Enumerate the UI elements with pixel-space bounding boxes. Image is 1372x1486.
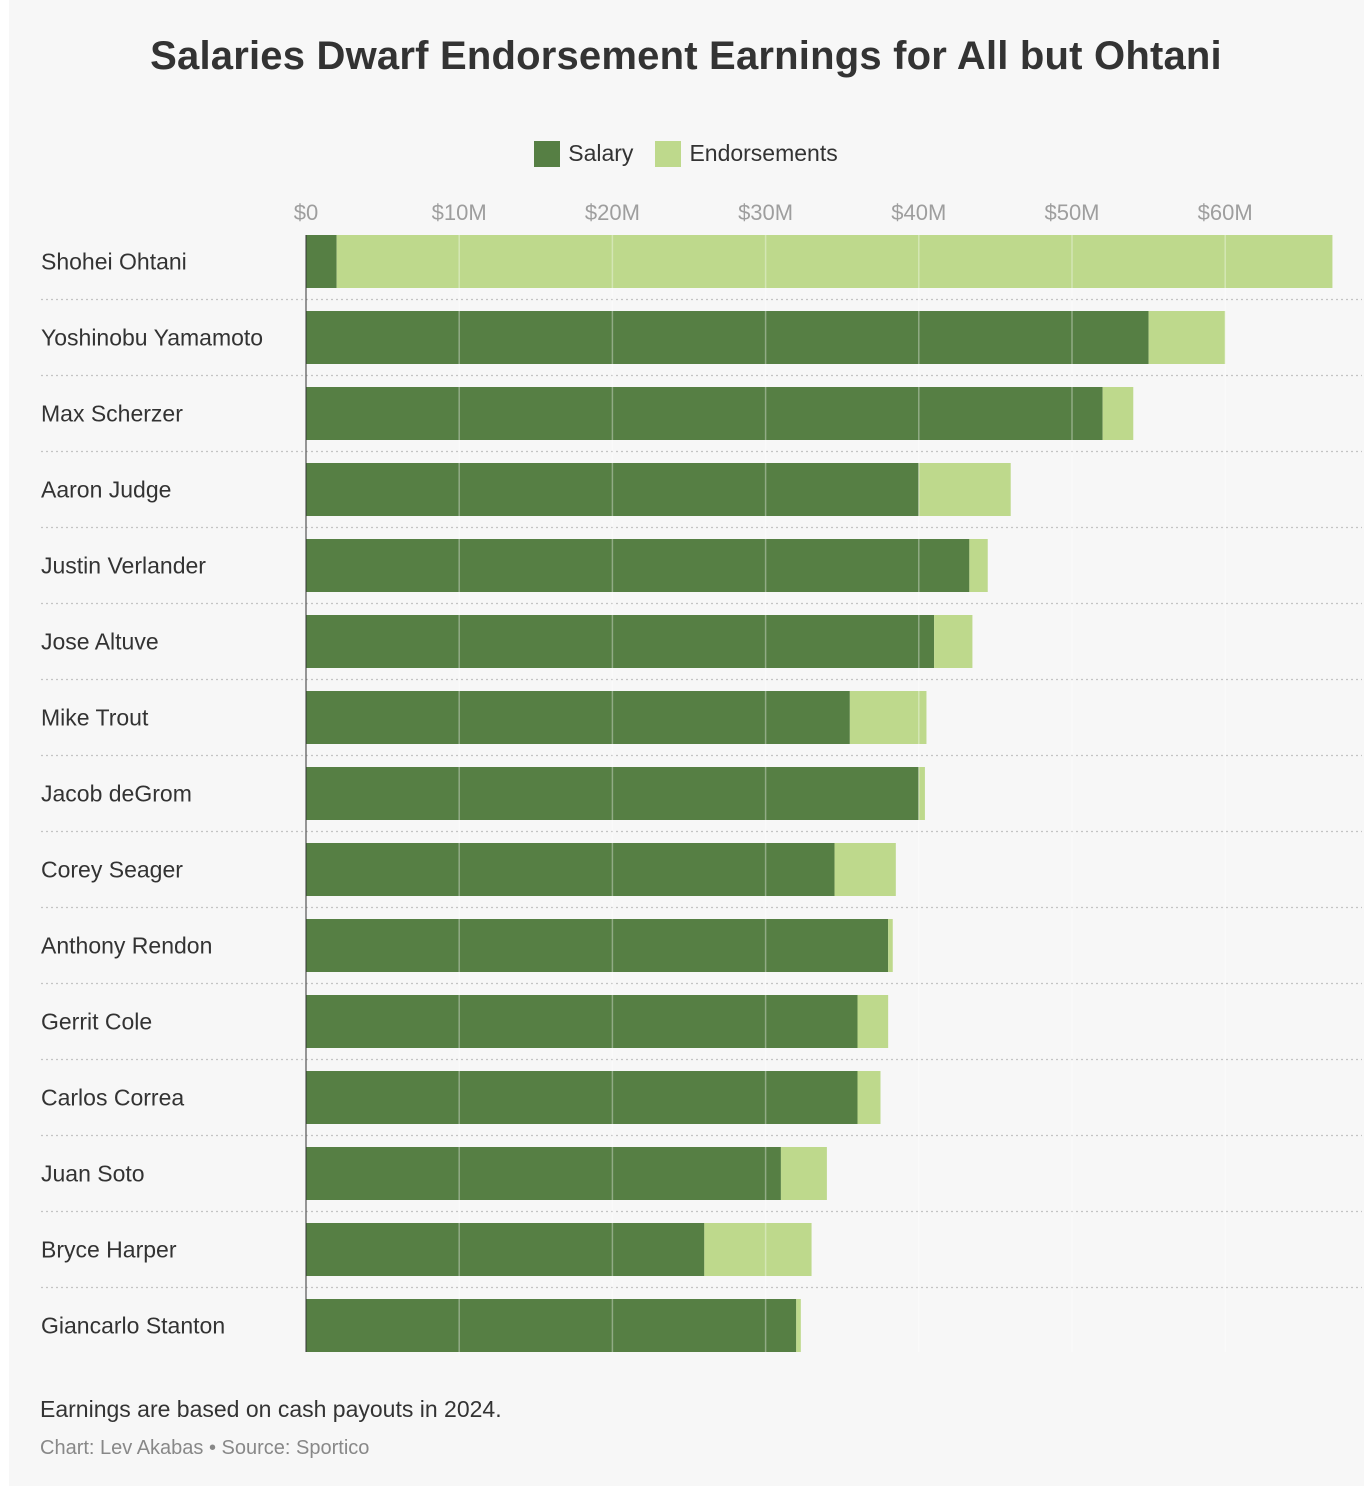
- category-label: Aaron Judge: [41, 477, 171, 503]
- bar-endorsements: [857, 995, 889, 1048]
- x-tick-label: $50M: [1044, 200, 1099, 225]
- category-label: Shohei Ohtani: [41, 249, 187, 275]
- bar-salary: [306, 995, 858, 1048]
- bar-salary: [306, 387, 1103, 440]
- category-label: Corey Seager: [41, 857, 183, 883]
- bar-chart: $0 $10M $20M $30M $40M $50M $60M Shohei Ohtani Y…: [41, 200, 1362, 1352]
- bar-salary: [306, 767, 919, 820]
- category-label: Carlos Correa: [41, 1085, 184, 1111]
- bar-endorsements: [834, 843, 896, 896]
- bar-salary: [306, 1299, 797, 1352]
- bar-endorsements: [1148, 311, 1226, 364]
- category-label: Anthony Rendon: [41, 933, 212, 959]
- bar-endorsements: [1102, 387, 1134, 440]
- bar-salary: [306, 843, 835, 896]
- category-label: Max Scherzer: [41, 401, 183, 427]
- legend-label-salary: Salary: [568, 140, 634, 166]
- x-tick-label: $30M: [738, 200, 793, 225]
- bar-endorsements: [780, 1147, 827, 1200]
- category-label: Jose Altuve: [41, 629, 159, 655]
- category-label: Bryce Harper: [41, 1237, 177, 1263]
- bar-endorsements: [796, 1299, 801, 1352]
- chart-note: Earnings are based on cash payouts in 20…: [40, 1396, 502, 1422]
- category-label: Juan Soto: [41, 1161, 145, 1187]
- category-label: Yoshinobu Yamamoto: [41, 325, 263, 351]
- bar-endorsements: [704, 1223, 812, 1276]
- bar-endorsements: [918, 463, 1011, 516]
- bar-salary: [306, 919, 889, 972]
- x-tick-label: $20M: [585, 200, 640, 225]
- category-label: Giancarlo Stanton: [41, 1313, 225, 1339]
- category-label: Jacob deGrom: [41, 781, 192, 807]
- bar-endorsements: [888, 919, 893, 972]
- x-tick-label: $10M: [432, 200, 487, 225]
- bar-endorsements: [969, 539, 988, 592]
- bar-salary: [306, 1147, 781, 1200]
- x-tick-label: $0: [294, 200, 318, 225]
- bar-endorsements: [849, 691, 927, 744]
- bar-endorsements: [934, 615, 973, 668]
- x-tick-label: $60M: [1198, 200, 1253, 225]
- legend-item-salary: Salary: [534, 140, 633, 167]
- bar-endorsements: [857, 1071, 881, 1124]
- chart-title: Salaries Dwarf Endorsement Earnings for …: [150, 34, 1222, 78]
- bar-salary: [306, 1071, 858, 1124]
- bar-salary: [306, 1223, 705, 1276]
- bar-endorsements: [918, 767, 925, 820]
- bar-salary: [306, 235, 337, 288]
- bar-salary: [306, 691, 850, 744]
- bar-salary: [306, 615, 935, 668]
- bar-salary: [306, 539, 970, 592]
- x-tick-label: $40M: [891, 200, 946, 225]
- category-label: Gerrit Cole: [41, 1009, 152, 1035]
- legend-label-endorsements: Endorsements: [689, 140, 838, 166]
- bar-salary: [306, 463, 919, 516]
- category-label: Mike Trout: [41, 705, 149, 731]
- bar-salary: [306, 311, 1149, 364]
- legend-swatch-salary: [534, 140, 561, 167]
- bar-endorsements: [336, 235, 1333, 288]
- chart-credit: Chart: Lev Akabas • Source: Sportico: [40, 1437, 370, 1459]
- legend-swatch-endorsements: [655, 140, 682, 167]
- legend-item-endorsements: Endorsements: [655, 140, 838, 167]
- legend: Salary Endorsements: [0, 140, 1372, 167]
- category-label: Justin Verlander: [41, 553, 206, 579]
